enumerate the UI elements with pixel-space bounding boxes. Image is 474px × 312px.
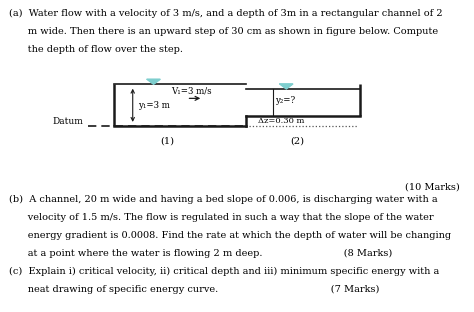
Text: neat drawing of specific energy curve.                                    (7 Mar: neat drawing of specific energy curve. (… [9, 285, 380, 294]
Text: y₂=?: y₂=? [275, 96, 295, 105]
Text: the depth of flow over the step.: the depth of flow over the step. [9, 45, 183, 54]
Text: (b)  A channel, 20 m wide and having a bed slope of 0.006, is discharging water : (b) A channel, 20 m wide and having a be… [9, 195, 438, 204]
Text: velocity of 1.5 m/s. The flow is regulated in such a way that the slope of the w: velocity of 1.5 m/s. The flow is regulat… [9, 213, 434, 222]
Text: V₁=3 m/s: V₁=3 m/s [171, 87, 211, 96]
Polygon shape [280, 84, 293, 89]
Text: (1): (1) [160, 137, 174, 145]
Text: (2): (2) [291, 137, 305, 145]
Text: (a)  Water flow with a velocity of 3 m/s, and a depth of 3m in a rectangular cha: (a) Water flow with a velocity of 3 m/s,… [9, 9, 443, 18]
Text: y₁=3 m: y₁=3 m [138, 101, 170, 110]
Polygon shape [147, 79, 160, 84]
Text: energy gradient is 0.0008. Find the rate at which the depth of water will be cha: energy gradient is 0.0008. Find the rate… [9, 231, 452, 240]
Text: (c)  Explain i) critical velocity, ii) critical depth and iii) minimum specific : (c) Explain i) critical velocity, ii) cr… [9, 267, 440, 276]
Text: Datum: Datum [52, 117, 83, 126]
Text: Δz=0.30 m: Δz=0.30 m [258, 117, 305, 125]
Text: m wide. Then there is an upward step of 30 cm as shown in figure below. Compute: m wide. Then there is an upward step of … [9, 27, 438, 36]
Text: at a point where the water is flowing 2 m deep.                          (8 Mark: at a point where the water is flowing 2 … [9, 249, 393, 258]
Text: (10 Marks): (10 Marks) [405, 183, 460, 192]
